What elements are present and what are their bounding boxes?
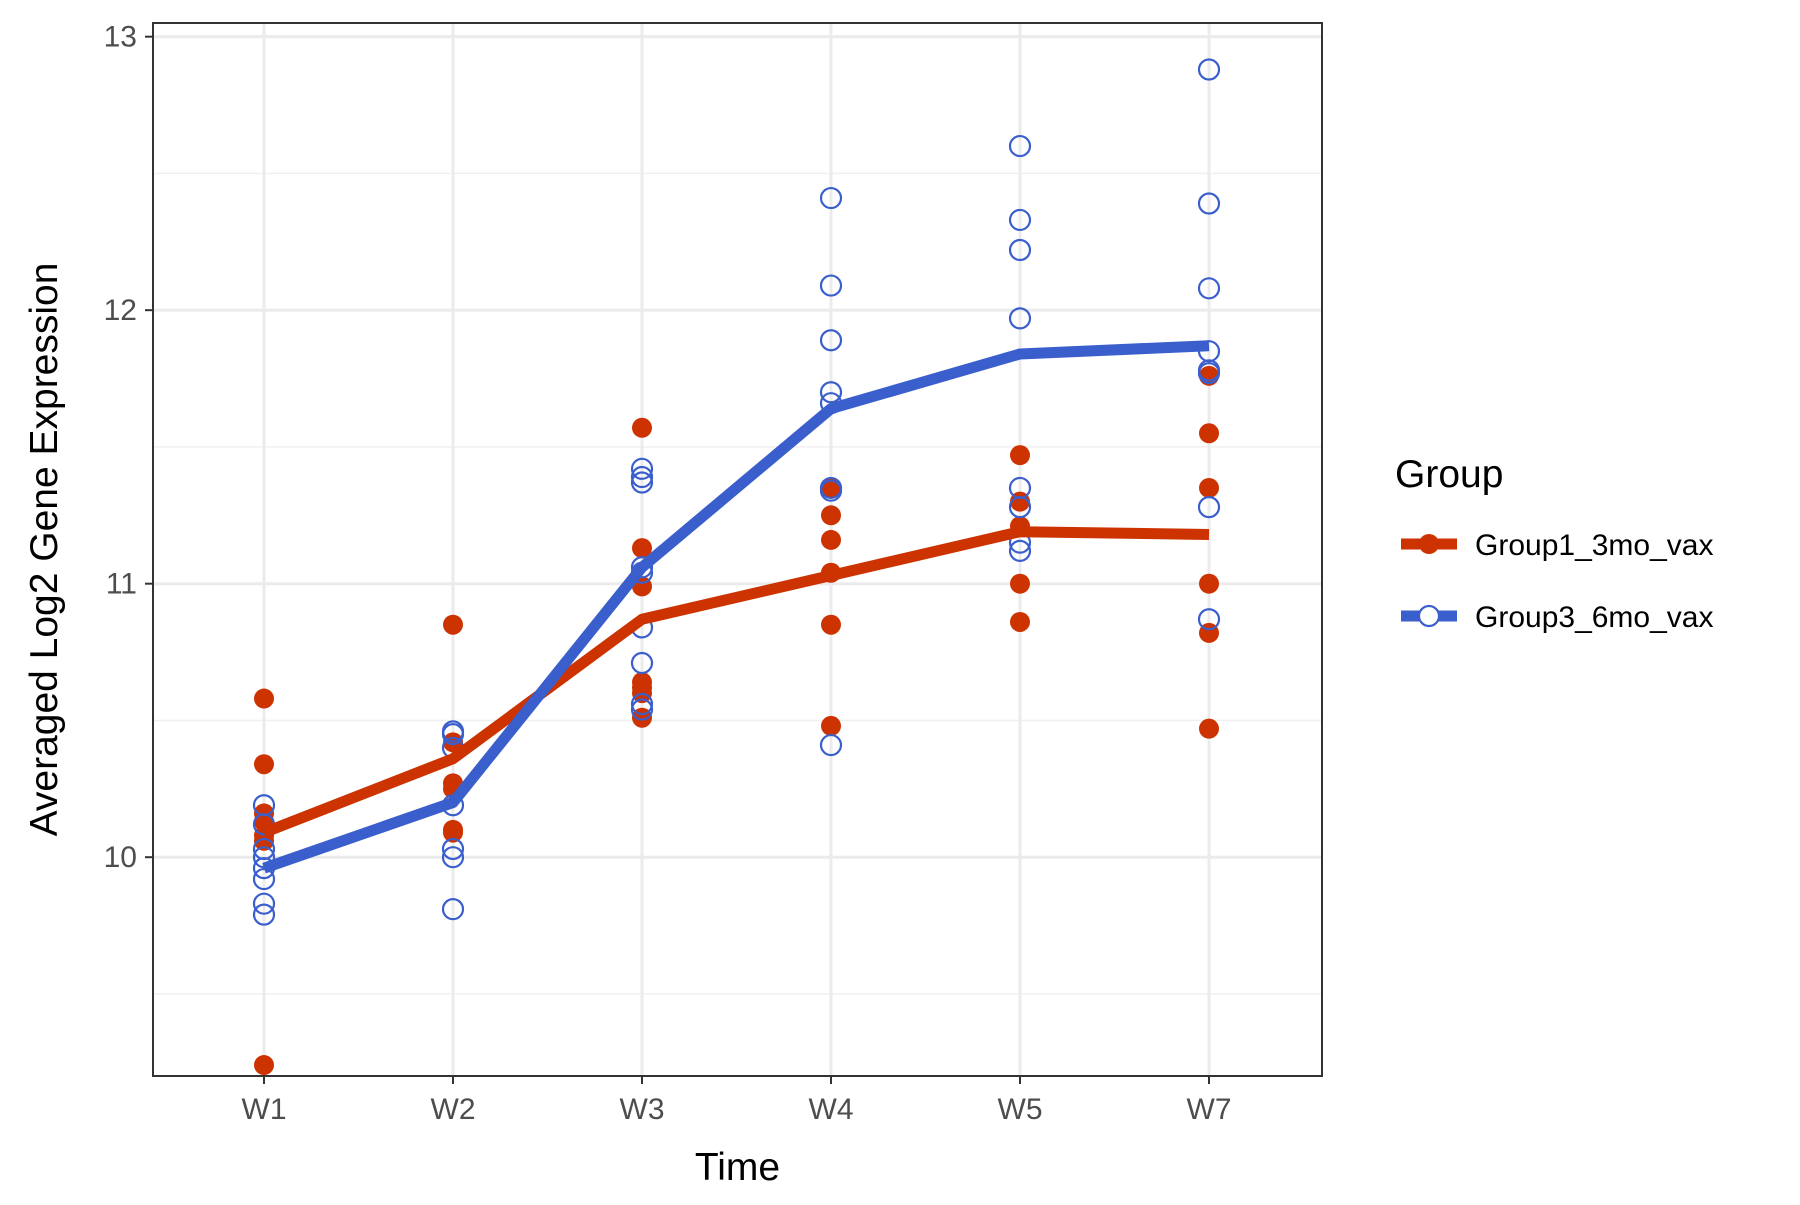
panel-background [153,23,1322,1076]
plot-panel [153,23,1322,1076]
y-tick-label: 11 [106,568,137,601]
legend-key-marker [1419,534,1439,554]
y-tick-label: 10 [104,841,137,874]
data-point [1199,477,1219,498]
data-point [1197,361,1221,385]
data-point [819,733,843,757]
data-point [630,698,654,721]
data-point [1199,423,1219,444]
axes: 10 11 12 13 W1 W2 W3 W4 W5 W7 [104,21,1323,1126]
data-point [630,465,654,489]
data-point [630,457,654,480]
legend-label: Group3_6mo_vax [1475,601,1713,634]
data-point [1197,496,1221,519]
data-point [1008,307,1032,330]
data-point [630,471,654,494]
data-point [1197,192,1221,215]
data-point [1197,277,1221,300]
legend-item: Group1_3mo_vax [1401,529,1713,562]
data-point [819,381,843,404]
data-point [819,186,843,210]
data-point [1008,208,1032,232]
x-tick-label: W2 [431,1093,476,1126]
data-point [632,417,652,438]
data-point [821,614,841,635]
x-tick-label: W7 [1187,1093,1232,1126]
data-point [252,867,276,891]
data-point [254,688,274,709]
series-group [252,58,1221,1076]
data-point [1197,58,1221,81]
x-tick-label: W5 [998,1093,1043,1126]
series-1 [252,58,1221,926]
data-point [821,715,841,736]
data-point [630,651,654,675]
data-point [1197,608,1221,631]
x-axis-title: Time [695,1146,780,1189]
data-point [819,274,843,297]
data-point [1199,573,1219,594]
legend-title: Group [1395,453,1503,496]
data-point [441,723,465,746]
data-point [1008,539,1032,562]
y-tick-label: 13 [104,21,137,54]
data-point [252,892,276,915]
data-point [821,505,841,526]
data-point [443,614,463,635]
legend-item: Group3_6mo_vax [1401,601,1713,634]
panel-border [152,22,1323,1077]
data-point [821,529,841,550]
data-point [1010,611,1030,632]
y-tick-label: 12 [104,294,137,327]
data-point [254,754,274,775]
data-point [1010,573,1030,594]
legend: Group Group1_3mo_vax Group3_6mo_vax [1395,453,1713,634]
data-point [1008,238,1032,262]
data-point [630,556,654,579]
data-point [1199,718,1219,739]
data-point [630,692,654,716]
data-point [1008,134,1032,158]
data-point [254,1055,274,1076]
data-point [632,538,652,559]
data-point [443,822,463,843]
data-point [441,898,465,921]
data-point [441,837,465,861]
data-point [1008,496,1032,519]
legend-key-marker [1417,604,1441,628]
data-point [819,329,843,352]
x-tick-label: W3 [620,1093,665,1126]
data-point [819,479,843,502]
data-point [1010,445,1030,466]
data-point [252,903,276,926]
y-axis-title: Averaged Log2 Gene Expression [23,263,66,837]
legend-label: Group1_3mo_vax [1475,529,1713,562]
legend-items: Group1_3mo_vax Group3_6mo_vax [1401,529,1713,634]
data-point [441,846,465,869]
x-tick-label: W4 [809,1093,854,1126]
x-tick-label: W1 [242,1093,287,1126]
series-line [262,340,1210,874]
series-line [261,526,1210,838]
